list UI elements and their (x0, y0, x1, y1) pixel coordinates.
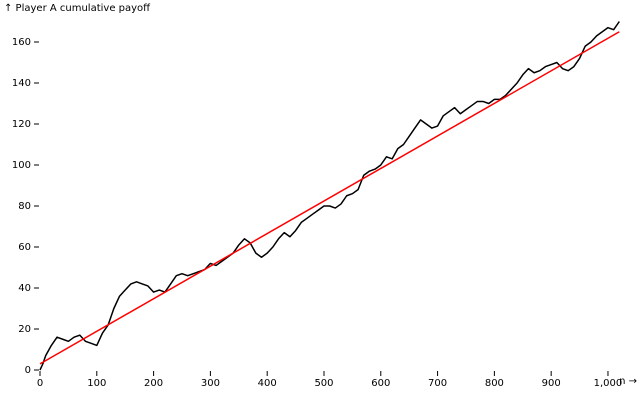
y-tick-label: 160 (12, 37, 31, 48)
y-axis-label: ↑ Player A cumulative payoff (4, 3, 151, 14)
y-tick-label: 40 (18, 283, 31, 294)
x-tick-label: 500 (314, 378, 333, 389)
x-axis-label: n → (619, 376, 637, 387)
y-tick-label: 120 (12, 119, 31, 130)
x-tick-label: 800 (485, 378, 504, 389)
x-tick-label: 100 (87, 378, 106, 389)
x-tick-label: 0 (37, 378, 43, 389)
x-tick-label: 700 (428, 378, 447, 389)
x-tick-label: 900 (542, 378, 561, 389)
x-tick-label: 200 (144, 378, 163, 389)
payoff-line (39, 21, 620, 371)
y-tick-label: 100 (12, 160, 31, 171)
x-tick-label: 600 (371, 378, 390, 389)
x-tick-label: 1,000 (594, 378, 623, 389)
trend-line (39, 31, 620, 365)
y-tick-label: 80 (18, 201, 31, 212)
y-tick-label: 60 (18, 242, 31, 253)
y-tick-label: 20 (18, 324, 31, 335)
y-tick-label: 140 (12, 78, 31, 89)
y-tick-label: 0 (25, 365, 31, 376)
x-tick-label: 300 (201, 378, 220, 389)
x-tick-label: 400 (258, 378, 277, 389)
